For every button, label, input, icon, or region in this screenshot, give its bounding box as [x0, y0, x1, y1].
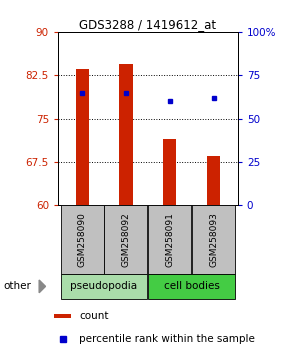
Bar [148, 274, 235, 299]
Bar [192, 205, 235, 274]
Bar [119, 64, 133, 205]
Text: GSM258090: GSM258090 [78, 212, 87, 267]
Bar [61, 205, 104, 274]
Text: other: other [3, 281, 31, 291]
Polygon shape [39, 280, 46, 293]
Text: cell bodies: cell bodies [164, 281, 220, 291]
Bar [54, 314, 71, 318]
Text: GSM258093: GSM258093 [209, 212, 218, 267]
Text: count: count [79, 311, 109, 321]
Bar [163, 139, 176, 205]
Text: GSM258091: GSM258091 [165, 212, 174, 267]
Bar [148, 205, 191, 274]
Bar [75, 69, 89, 205]
Title: GDS3288 / 1419612_at: GDS3288 / 1419612_at [79, 18, 216, 31]
Text: GSM258092: GSM258092 [122, 212, 130, 267]
Bar [207, 156, 220, 205]
Text: percentile rank within the sample: percentile rank within the sample [79, 334, 255, 344]
Text: pseudopodia: pseudopodia [70, 281, 138, 291]
Bar [61, 274, 147, 299]
Bar [104, 205, 147, 274]
